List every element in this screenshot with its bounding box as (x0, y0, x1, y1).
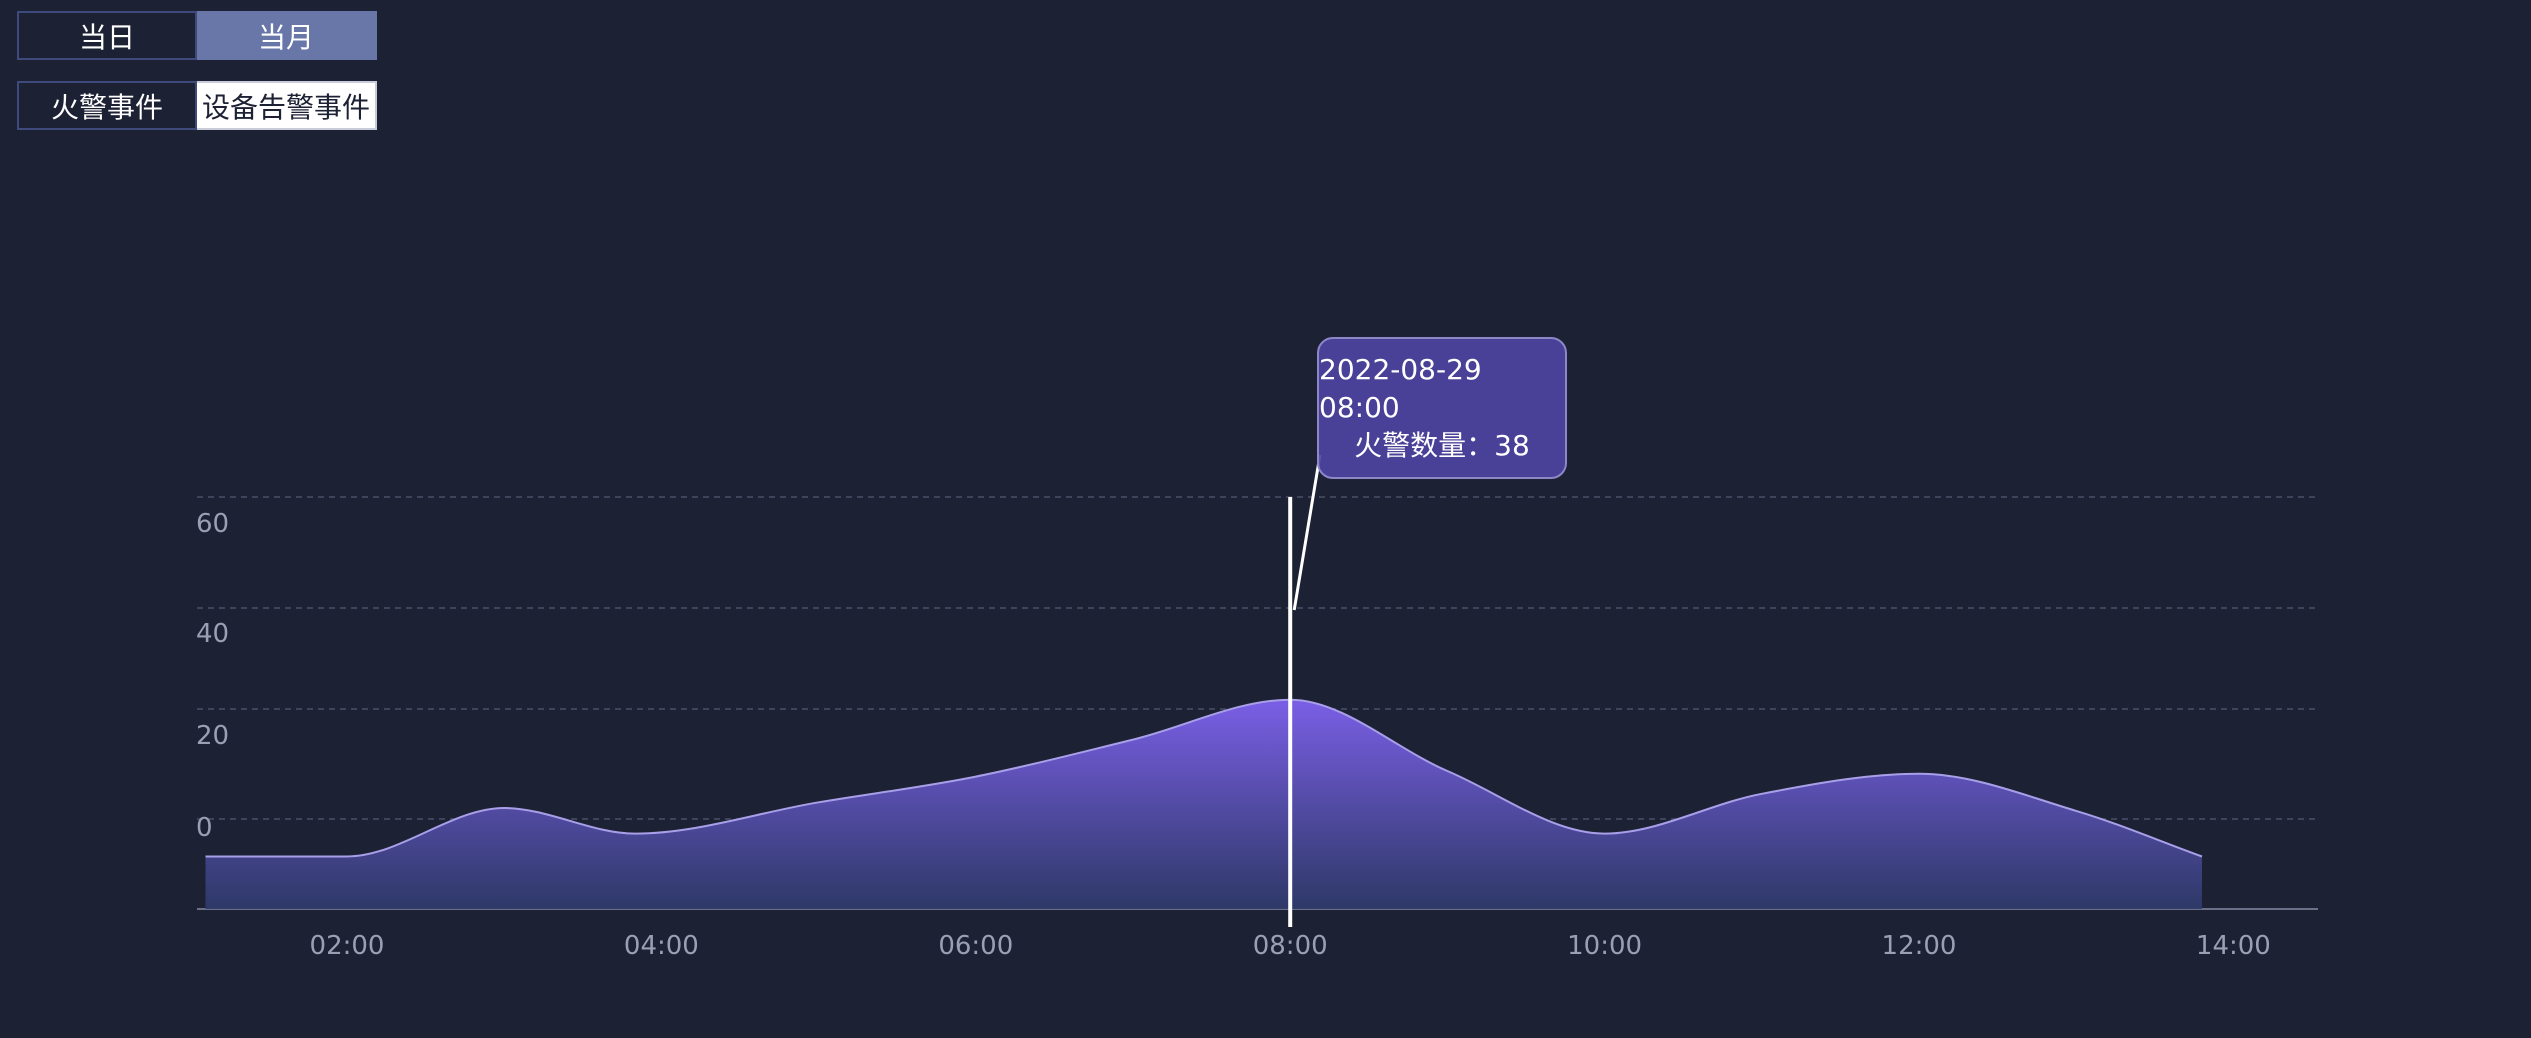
x-tick-label: 12:00 (1882, 931, 1957, 961)
tooltip-pointer (1292, 454, 1322, 611)
x-tick-label: 06:00 (938, 931, 1013, 961)
y-tick-label: 60 (196, 509, 229, 539)
x-tick-label: 04:00 (624, 931, 699, 961)
time-range-tabs: 当日 当月 (17, 11, 377, 60)
tab-fire-alarm-events[interactable]: 火警事件 (17, 81, 197, 130)
area-fill (205, 699, 2202, 909)
x-tick-label: 02:00 (310, 931, 385, 961)
x-tick-label: 10:00 (1567, 931, 1642, 961)
y-tick-label: 40 (196, 619, 229, 649)
tooltip-time: 2022-08-29 08:00 (1319, 353, 1482, 424)
y-tick-label: 0 (196, 813, 213, 843)
y-tick-label: 20 (196, 721, 229, 751)
x-tick-label: 08:00 (1253, 931, 1328, 961)
tab-today[interactable]: 当日 (17, 11, 197, 60)
x-axis-labels: 02:00 04:00 06:00 08:00 10:00 12:00 14:00 (310, 931, 2271, 961)
y-axis-labels: 0 20 40 60 (196, 509, 229, 843)
tooltip-value: 火警数量：38 (1354, 429, 1530, 462)
tab-this-month[interactable]: 当月 (197, 11, 377, 60)
series-line (205, 698, 2203, 858)
hover-cursor (1288, 454, 1322, 927)
tooltip: 2022-08-29 08:00 火警数量：38 (1317, 337, 1567, 479)
event-type-tabs: 火警事件 设备告警事件 (17, 81, 377, 130)
series-area (205, 698, 2203, 909)
tab-device-alarm-events[interactable]: 设备告警事件 (197, 81, 377, 130)
x-tick-label: 14:00 (2196, 931, 2271, 961)
